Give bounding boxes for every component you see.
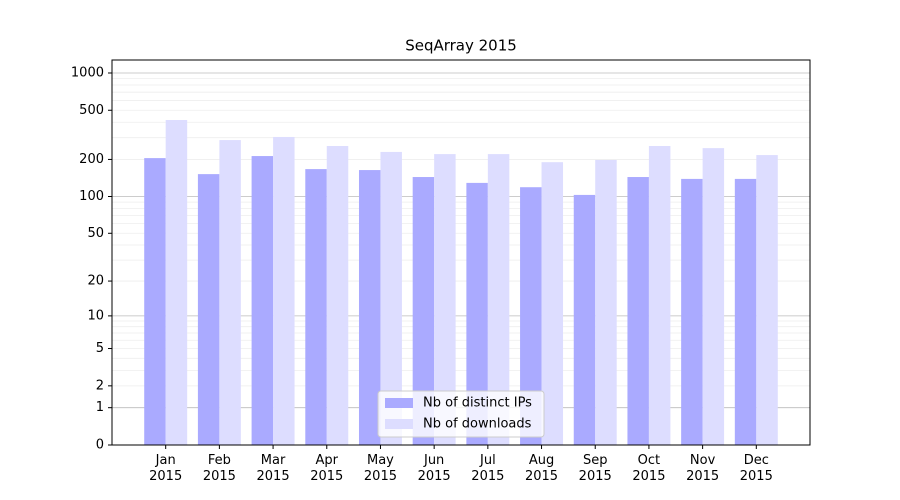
x-tick-label: Jun 2015 bbox=[417, 453, 451, 484]
bar bbox=[251, 156, 274, 446]
x-tick-label: Jan 2015 bbox=[149, 453, 183, 484]
y-tick-label: 20 bbox=[87, 274, 104, 289]
x-tick-label: Nov 2015 bbox=[686, 453, 720, 484]
bar bbox=[358, 170, 381, 445]
bar bbox=[144, 158, 166, 445]
y-tick-label: 10 bbox=[87, 308, 104, 323]
legend: Nb of distinct IPs Nb of downloads bbox=[377, 390, 545, 438]
x-tick-label: Mar 2015 bbox=[256, 453, 290, 484]
x-tick-label: May 2015 bbox=[363, 453, 397, 484]
x-tick-label: Aug 2015 bbox=[524, 453, 559, 484]
bar bbox=[219, 140, 241, 445]
x-tick-label: Sep 2015 bbox=[578, 453, 612, 484]
bar bbox=[487, 154, 510, 445]
x-tick-label: Jul 2015 bbox=[471, 453, 505, 484]
bar bbox=[627, 177, 649, 445]
bar bbox=[702, 148, 725, 445]
bar bbox=[197, 174, 220, 445]
bar bbox=[273, 136, 295, 446]
bar bbox=[412, 177, 435, 445]
y-tick-label: 1 bbox=[96, 400, 104, 415]
y-tick-label: 1000 bbox=[71, 65, 104, 80]
bar bbox=[520, 187, 542, 445]
bar bbox=[305, 169, 327, 445]
x-tick-label: Feb 2015 bbox=[202, 453, 236, 484]
x-tick-label: Dec 2015 bbox=[739, 453, 773, 484]
legend-swatch bbox=[385, 419, 413, 429]
x-tick-label: Apr 2015 bbox=[310, 453, 344, 484]
bar bbox=[648, 145, 671, 445]
legend-box bbox=[377, 390, 545, 438]
legend-label: Nb of distinct IPs bbox=[423, 396, 532, 411]
y-tick-label: 50 bbox=[87, 226, 104, 241]
y-tick-label: 2 bbox=[96, 378, 104, 393]
axes-frame bbox=[111, 59, 811, 446]
y-tick-label: 0 bbox=[96, 438, 104, 453]
legend-swatch bbox=[385, 398, 413, 408]
x-tick-label: Oct 2015 bbox=[632, 453, 666, 484]
y-tick-label: 200 bbox=[79, 152, 104, 167]
bar bbox=[434, 154, 456, 445]
chart-title: SeqArray 2015 bbox=[405, 37, 517, 55]
bar bbox=[466, 182, 488, 446]
bar bbox=[541, 162, 564, 445]
bar bbox=[165, 120, 188, 445]
bar bbox=[380, 151, 402, 445]
y-tick-label: 5 bbox=[96, 341, 104, 356]
legend-label: Nb of downloads bbox=[423, 417, 532, 432]
bar bbox=[573, 194, 596, 445]
y-tick-label: 100 bbox=[79, 189, 104, 204]
bar bbox=[326, 145, 349, 445]
y-tick-label: 500 bbox=[79, 103, 104, 118]
bar bbox=[681, 178, 703, 446]
bar bbox=[734, 178, 757, 446]
bar bbox=[756, 155, 778, 446]
bar bbox=[595, 159, 617, 445]
